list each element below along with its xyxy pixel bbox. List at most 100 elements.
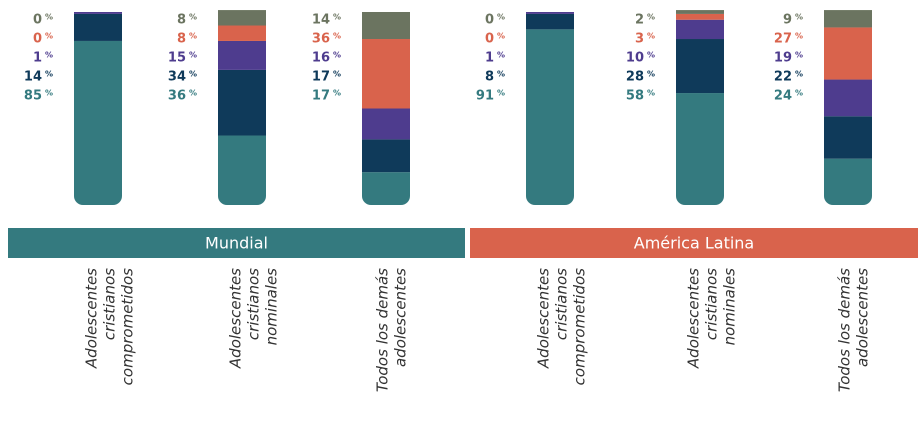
- bar-segment: [824, 158, 872, 205]
- bar-segment: [526, 12, 574, 14]
- value-unit: %: [795, 32, 803, 41]
- category-label: Todos los demás: [836, 268, 854, 392]
- group-band-body: [18, 228, 465, 258]
- value-label: 27: [774, 32, 792, 47]
- value-label: 1: [33, 51, 42, 66]
- category-label: cristianos: [245, 268, 263, 340]
- value-unit: %: [333, 32, 341, 41]
- value-label: 36: [312, 32, 330, 47]
- bar-segment: [526, 29, 574, 205]
- bar-segment: [676, 93, 724, 205]
- category-label: cristianos: [703, 268, 721, 340]
- value-label: 17: [312, 89, 330, 104]
- value-unit: %: [497, 13, 505, 22]
- value-label: 24: [774, 89, 792, 104]
- value-unit: %: [647, 70, 655, 79]
- value-unit: %: [795, 51, 803, 60]
- value-unit: %: [45, 70, 53, 79]
- value-unit: %: [497, 32, 505, 41]
- value-label: 0: [485, 32, 494, 47]
- value-unit: %: [189, 51, 197, 60]
- bar-segment: [362, 139, 410, 173]
- bar-segment: [676, 39, 724, 94]
- bar: [526, 12, 574, 205]
- value-label: 17: [312, 70, 330, 85]
- value-unit: %: [189, 32, 197, 41]
- value-unit: %: [795, 13, 803, 22]
- bar: [824, 10, 872, 205]
- value-label: 28: [626, 70, 644, 85]
- value-label: 0: [33, 13, 42, 28]
- bar-segment: [676, 10, 724, 14]
- value-label: 8: [177, 13, 186, 28]
- bar-segment: [824, 10, 872, 28]
- group-label: Mundial: [205, 234, 268, 253]
- value-label: 19: [774, 51, 792, 66]
- bar-segment: [362, 12, 410, 40]
- value-label: 36: [168, 89, 186, 104]
- value-label: 1: [485, 51, 494, 66]
- value-unit: %: [333, 70, 341, 79]
- category-label: Adolescentes: [227, 268, 245, 369]
- value-unit: %: [497, 70, 505, 79]
- category-label: comprometidos: [119, 268, 137, 385]
- category-label: cristianos: [101, 268, 119, 340]
- bar: [74, 12, 122, 205]
- value-label: 85: [24, 89, 42, 104]
- category-label: nominales: [263, 268, 281, 346]
- value-unit: %: [795, 89, 803, 98]
- category-label: cristianos: [553, 268, 571, 340]
- value-label: 91: [476, 89, 494, 104]
- category-label: adolescentes: [854, 268, 872, 367]
- bar-segment: [362, 39, 410, 109]
- category-label: Adolescentes: [535, 268, 553, 369]
- value-label: 15: [168, 51, 186, 66]
- value-label: 16: [312, 51, 330, 66]
- category-label: nominales: [721, 268, 739, 346]
- value-unit: %: [189, 89, 197, 98]
- category-label: Todos los demás: [374, 268, 392, 392]
- bar-segment: [218, 69, 266, 136]
- bar-segment: [676, 13, 724, 20]
- value-label: 22: [774, 70, 792, 85]
- bar-segment: [526, 13, 574, 30]
- value-unit: %: [647, 13, 655, 22]
- bar-segment: [218, 10, 266, 26]
- bar-segment: [362, 172, 410, 205]
- bar-segment: [74, 13, 122, 41]
- value-label: 3: [635, 32, 644, 47]
- value-label: 34: [168, 70, 186, 85]
- bar: [362, 12, 410, 205]
- bar-segment: [362, 108, 410, 140]
- value-unit: %: [647, 51, 655, 60]
- group-label: América Latina: [634, 234, 754, 253]
- category-label: Adolescentes: [83, 268, 101, 369]
- value-label: 14: [312, 13, 330, 28]
- value-unit: %: [333, 51, 341, 60]
- group-band-body: [470, 228, 908, 258]
- value-label: 58: [626, 89, 644, 104]
- category-label: comprometidos: [571, 268, 589, 385]
- category-label: Adolescentes: [685, 268, 703, 369]
- bar-segment: [824, 79, 872, 117]
- value-unit: %: [333, 89, 341, 98]
- value-unit: %: [647, 32, 655, 41]
- value-label: 9: [783, 13, 792, 28]
- value-unit: %: [45, 13, 53, 22]
- bar-segment: [824, 27, 872, 80]
- value-label: 0: [485, 13, 494, 28]
- value-unit: %: [189, 70, 197, 79]
- value-label: 10: [626, 51, 644, 66]
- value-label: 0: [33, 32, 42, 47]
- value-label: 8: [177, 32, 186, 47]
- value-unit: %: [497, 51, 505, 60]
- value-label: 14: [24, 70, 42, 85]
- bar: [676, 10, 724, 205]
- value-unit: %: [333, 13, 341, 22]
- bar: [218, 10, 266, 205]
- bar-segment: [74, 12, 122, 14]
- category-label: adolescentes: [392, 268, 410, 367]
- bar-segment: [218, 25, 266, 41]
- value-unit: %: [497, 89, 505, 98]
